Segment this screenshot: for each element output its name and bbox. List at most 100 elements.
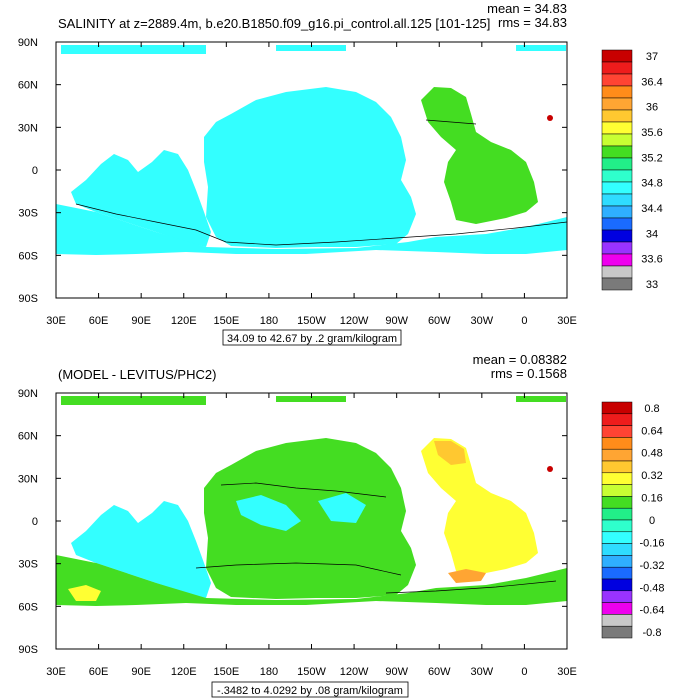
x-tick-label: 30W bbox=[471, 666, 494, 678]
colorbar-label: 33 bbox=[646, 279, 658, 291]
colorbar-swatch bbox=[601, 145, 633, 159]
pacific-ocean bbox=[204, 87, 416, 248]
colorbar-label: 34.8 bbox=[641, 178, 662, 190]
colorbar-label: 35.2 bbox=[641, 152, 662, 164]
colorbar-swatch bbox=[601, 193, 633, 207]
x-tick-label: 30E bbox=[46, 666, 66, 678]
colorbar-swatch bbox=[601, 109, 633, 123]
panel-difference: (MODEL - LEVITUS/PHC2) mean = 0.08382 rm… bbox=[18, 352, 665, 698]
colorbar-swatch bbox=[601, 97, 633, 111]
colorbar-swatch bbox=[601, 484, 633, 497]
map-field bbox=[56, 396, 567, 606]
colorbar-swatch bbox=[601, 519, 633, 533]
colorbar-swatch bbox=[601, 555, 633, 568]
contour-line bbox=[425, 119, 477, 125]
colorbar-swatch bbox=[601, 73, 633, 87]
colorbar-label: 37 bbox=[646, 51, 658, 63]
colorbar-label: 36 bbox=[646, 102, 658, 114]
indian-ocean bbox=[71, 501, 211, 598]
colorbar-swatch bbox=[601, 241, 633, 255]
axes: 30E 60E 90E 120E 150E 180 150W 120W 90W 60W 30W 0 30… bbox=[18, 388, 577, 678]
x-tick-label: 120E bbox=[171, 666, 197, 678]
colorbar-swatch bbox=[601, 121, 633, 135]
colorbar-label: 0 bbox=[649, 515, 655, 527]
x-tick-label: 30E bbox=[46, 315, 66, 327]
colorbar-swatch bbox=[601, 253, 633, 267]
colorbar-swatch bbox=[601, 590, 633, 603]
y-tick-label: 0 bbox=[32, 165, 38, 177]
colorbar-swatch bbox=[601, 625, 633, 639]
colorbar-swatch bbox=[601, 543, 633, 556]
arctic-ocean-right bbox=[516, 45, 566, 51]
mean-label: mean = 34.83 bbox=[487, 1, 567, 16]
subtitle: 34.09 to 42.67 by .2 gram/kilogram bbox=[227, 333, 397, 345]
colorbar-label: -0.32 bbox=[639, 560, 664, 572]
colorbar-label: 33.6 bbox=[641, 254, 662, 266]
x-tick-label: 0 bbox=[521, 315, 527, 327]
colorbar-swatch bbox=[601, 61, 633, 75]
atlantic-ocean bbox=[421, 438, 538, 575]
x-tick-label: 90W bbox=[385, 666, 408, 678]
x-tick-label: 150E bbox=[213, 666, 239, 678]
pacific-ocean bbox=[204, 438, 416, 599]
arctic-ocean-mid bbox=[276, 45, 346, 51]
colorbar-label: 0.8 bbox=[644, 403, 659, 415]
y-tick-label: 60S bbox=[18, 601, 38, 613]
colorbar-swatch bbox=[601, 49, 633, 63]
contour-line bbox=[385, 580, 557, 594]
colorbar-label: 35.6 bbox=[641, 127, 662, 139]
colorbar-label: -0.64 bbox=[639, 605, 664, 617]
axes: 30E 60E 90E 120E 150E 180 150W 120W 90W 60W 30W 0 30… bbox=[18, 37, 577, 327]
contour-line bbox=[75, 203, 567, 246]
southern-ocean bbox=[56, 204, 567, 255]
pacific-anomaly-cyan bbox=[236, 495, 301, 531]
x-tick-label: 120W bbox=[340, 315, 369, 327]
colorbar-swatch bbox=[601, 277, 633, 291]
colorbar-label: -0.16 bbox=[639, 537, 664, 549]
colorbar-swatch bbox=[601, 401, 633, 415]
x-tick-label: 0 bbox=[521, 666, 527, 678]
y-tick-label: 90S bbox=[18, 644, 38, 656]
colorbar-swatch bbox=[601, 169, 633, 183]
southern-ocean-yellow bbox=[68, 585, 101, 601]
mediterranean-sea bbox=[547, 466, 553, 472]
x-tick-label: 180 bbox=[260, 666, 278, 678]
y-tick-label: 30N bbox=[18, 122, 38, 134]
panel-salinity: SALINITY at z=2889.4m, b.e20.B1850.f09_g… bbox=[18, 1, 663, 346]
arctic-ocean-left bbox=[61, 396, 206, 405]
colorbar-label: 36.4 bbox=[641, 76, 662, 88]
y-tick-label: 0 bbox=[32, 516, 38, 528]
colorbar-label: 0.32 bbox=[641, 470, 662, 482]
colorbar-swatch bbox=[601, 614, 633, 627]
x-tick-label: 90W bbox=[385, 315, 408, 327]
y-tick-label: 60N bbox=[18, 431, 38, 443]
x-tick-label: 150E bbox=[213, 315, 239, 327]
x-tick-label: 60W bbox=[428, 666, 451, 678]
colorbar-swatch bbox=[601, 85, 633, 99]
colorbar-swatch bbox=[601, 460, 633, 474]
y-tick-label: 60N bbox=[18, 80, 38, 92]
subtitle-box bbox=[222, 329, 402, 346]
x-tick-label: 120E bbox=[171, 315, 197, 327]
subtitle: -.3482 to 4.0292 by .08 gram/kilogram bbox=[217, 685, 403, 697]
colorbar-label: -0.8 bbox=[643, 627, 662, 639]
colorbar-swatch bbox=[601, 425, 633, 438]
colorbar-swatch bbox=[601, 265, 633, 279]
title: SALINITY at z=2889.4m, b.e20.B1850.f09_g… bbox=[58, 16, 490, 31]
arctic-ocean-right bbox=[516, 396, 566, 402]
title: (MODEL - LEVITUS/PHC2) bbox=[58, 367, 216, 382]
x-tick-label: 150W bbox=[297, 315, 326, 327]
colorbar-label: 34 bbox=[646, 228, 658, 240]
colorbar-swatch bbox=[601, 578, 633, 592]
colorbar-swatch bbox=[601, 157, 633, 171]
map-field bbox=[56, 45, 567, 255]
colorbar-swatch bbox=[601, 566, 633, 580]
x-tick-label: 60E bbox=[89, 315, 109, 327]
colorbar: 37 36.4 36 35.6 35.2 34.8 34.4 34 33.6 33 bbox=[601, 49, 663, 291]
x-tick-label: 30E bbox=[557, 666, 577, 678]
pacific-anomaly-cyan bbox=[318, 493, 366, 523]
atlantic-north-orange bbox=[434, 441, 466, 465]
arctic-ocean-left bbox=[61, 45, 206, 54]
colorbar: 0.8 0.64 0.48 0.32 0.16 0 -0.16 -0.32 -0.48 -0.64… bbox=[601, 401, 665, 639]
